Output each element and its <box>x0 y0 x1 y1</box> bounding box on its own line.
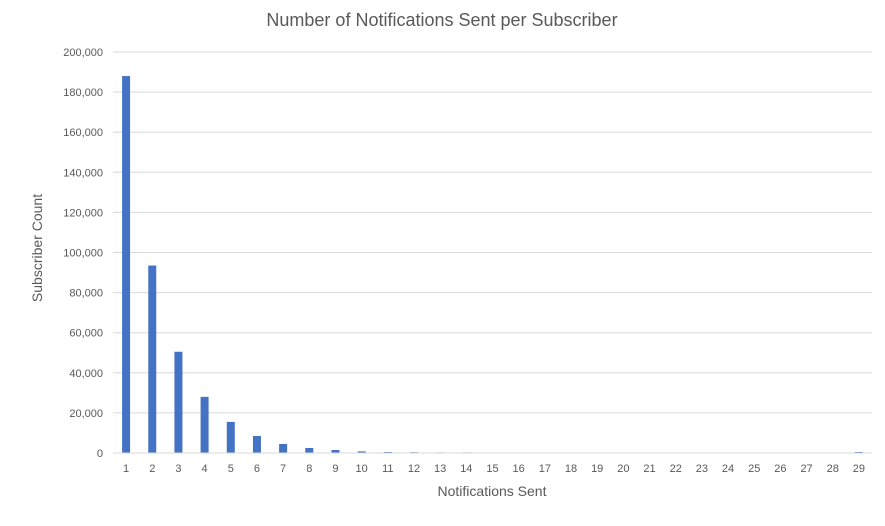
x-tick-label: 14 <box>460 463 472 475</box>
x-tick-label: 21 <box>643 463 655 475</box>
x-tick-label: 17 <box>539 463 551 475</box>
x-tick-label: 19 <box>591 463 603 475</box>
x-tick-label: 4 <box>202 463 208 475</box>
y-tick-label: 100,000 <box>63 248 103 260</box>
x-tick-label: 5 <box>228 463 234 475</box>
y-axis-label: Subscriber Count <box>29 194 45 302</box>
chart-title: Number of Notifications Sent per Subscri… <box>266 10 617 30</box>
x-tick-label: 1 <box>123 463 129 475</box>
y-tick-label: 180,000 <box>63 87 103 99</box>
x-tick-label: 20 <box>617 463 629 475</box>
x-tick-label: 18 <box>565 463 577 475</box>
x-tick-label: 7 <box>280 463 286 475</box>
x-tick-label: 12 <box>408 463 420 475</box>
y-tick-label: 0 <box>97 448 103 460</box>
bar-4 <box>201 397 209 453</box>
bar-2 <box>148 266 156 453</box>
x-tick-label: 8 <box>306 463 312 475</box>
x-tick-label: 16 <box>513 463 525 475</box>
x-tick-label: 24 <box>722 463 734 475</box>
bar-5 <box>227 422 235 453</box>
y-tick-label: 20,000 <box>69 408 103 420</box>
y-tick-label: 60,000 <box>69 328 103 340</box>
y-tick-label: 40,000 <box>69 368 103 380</box>
x-tick-label: 25 <box>748 463 760 475</box>
x-tick-label: 22 <box>670 463 682 475</box>
y-tick-label: 80,000 <box>69 288 103 300</box>
bar-7 <box>279 444 287 453</box>
x-tick-label: 3 <box>175 463 181 475</box>
x-tick-label: 9 <box>332 463 338 475</box>
x-tick-label: 29 <box>853 463 865 475</box>
x-tick-label: 6 <box>254 463 260 475</box>
x-tick-label: 13 <box>434 463 446 475</box>
y-axis-ticks: 0 20,000 40,000 60,000 80,000 100,000 120,000 1… <box>63 47 103 460</box>
y-tick-label: 140,000 <box>63 167 103 179</box>
x-tick-label: 28 <box>827 463 839 475</box>
gridlines <box>113 52 872 413</box>
bar-3 <box>174 352 182 453</box>
y-tick-label: 160,000 <box>63 127 103 139</box>
bar-6 <box>253 436 261 453</box>
x-tick-label: 27 <box>800 463 812 475</box>
y-tick-label: 120,000 <box>63 207 103 219</box>
x-tick-label: 2 <box>149 463 155 475</box>
x-tick-label: 11 <box>382 463 393 475</box>
x-tick-label: 23 <box>696 463 708 475</box>
bar-1 <box>122 76 130 453</box>
x-tick-label: 26 <box>774 463 786 475</box>
y-tick-label: 200,000 <box>63 47 103 59</box>
bar-8 <box>305 448 313 453</box>
x-tick-label: 10 <box>356 463 368 475</box>
x-tick-label: 15 <box>486 463 498 475</box>
x-axis-label: Notifications Sent <box>438 483 547 499</box>
